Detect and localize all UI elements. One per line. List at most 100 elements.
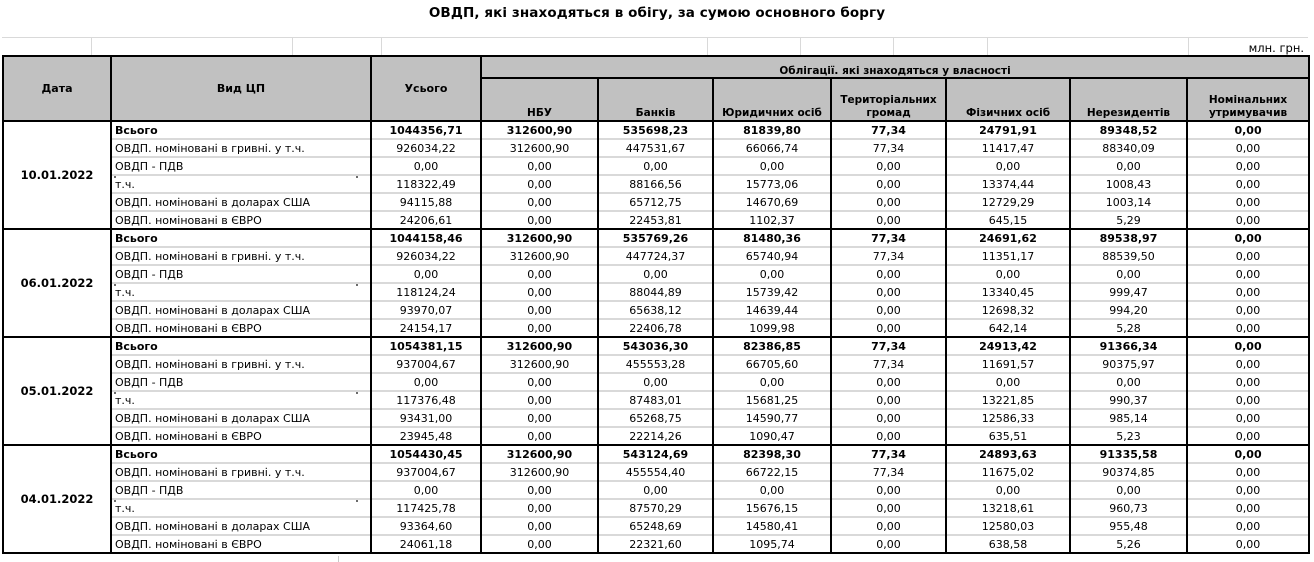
value-cell: 15676,15 [712, 498, 832, 517]
value-cell: 0,00 [1185, 390, 1311, 409]
value-cell: 0,00 [830, 174, 947, 193]
value-cell: 0,00 [830, 534, 947, 553]
table-row: ОВДП - ПДВ 0,00 0,00 0,00 0,00 0,00 0,00 0,00 0,… [3, 480, 1311, 499]
value-cell: 0,00 [830, 408, 947, 427]
value-cell: 0,00 [480, 192, 599, 211]
value-cell: 24206,61 [370, 210, 482, 229]
value-cell: 0,00 [480, 318, 599, 337]
value-cell: 24893,63 [945, 444, 1071, 463]
table-row: т.ч. 118124,24 0,00 88044,89 15739,42 0,00 133… [3, 282, 1311, 301]
value-cell: 0,00 [1185, 372, 1311, 391]
date-cell: 05.01.2022 [2, 336, 112, 445]
value-cell: 0,00 [1069, 264, 1188, 283]
value-cell: 0,00 [830, 156, 947, 175]
value-cell: 87570,29 [597, 498, 714, 517]
page-title: ОВДП, які знаходяться в обігу, за сумою … [428, 5, 886, 21]
value-cell: 0,00 [830, 282, 947, 301]
value-cell: 81480,36 [712, 228, 832, 247]
value-cell: 66066,74 [712, 138, 832, 157]
row-label-cell: Всього [110, 120, 372, 139]
table-row: ОВДП. номіновані в ЄВРО 24154,17 0,00 22406… [3, 318, 1311, 337]
value-cell: 312600,90 [480, 444, 599, 463]
value-cell: 22453,81 [597, 210, 714, 229]
value-cell: 13221,85 [945, 390, 1071, 409]
value-cell: 0,00 [830, 480, 947, 499]
value-cell: 13374,44 [945, 174, 1071, 193]
row-label-cell: ОВДП. номіновані в гривні. у т.ч. [110, 354, 372, 373]
value-cell: 24154,17 [370, 318, 482, 337]
col-header-banks: Банків [597, 77, 714, 122]
value-cell: 82398,30 [712, 444, 832, 463]
value-cell: 0,00 [1185, 192, 1311, 211]
row-label-cell: Всього [110, 336, 372, 355]
value-cell: 1044158,46 [370, 228, 482, 247]
row-label-cell: т.ч. [110, 174, 372, 193]
value-cell: 77,34 [830, 444, 947, 463]
value-cell: 0,00 [480, 516, 599, 535]
value-cell: 535698,23 [597, 120, 714, 139]
value-cell: 88044,89 [597, 282, 714, 301]
date-cell: 06.01.2022 [2, 228, 112, 337]
value-cell: 0,00 [1185, 282, 1311, 301]
value-cell: 455554,40 [597, 462, 714, 481]
value-cell: 22214,26 [597, 426, 714, 445]
value-cell: 5,29 [1069, 210, 1188, 229]
value-cell: 91335,58 [1069, 444, 1188, 463]
value-cell: 0,00 [1069, 372, 1188, 391]
col-header-nonresidents: Нерезидентів [1069, 77, 1188, 122]
value-cell: 90374,85 [1069, 462, 1188, 481]
value-cell: 0,00 [480, 156, 599, 175]
value-cell: 0,00 [712, 156, 832, 175]
value-cell: 0,00 [712, 372, 832, 391]
value-cell: 0,00 [945, 264, 1071, 283]
table-row: т.ч. 117425,78 0,00 87570,29 15676,15 0,00 132… [3, 498, 1311, 517]
col-header-nominal-holders: Номінальних утримувачив [1185, 77, 1311, 122]
value-cell: 117376,48 [370, 390, 482, 409]
value-cell: 13340,45 [945, 282, 1071, 301]
value-cell: 937004,67 [370, 354, 482, 373]
table-row: ОВДП - ПДВ 0,00 0,00 0,00 0,00 0,00 0,00 0,00 0,… [3, 372, 1311, 391]
value-cell: 312600,90 [480, 462, 599, 481]
table-row: 05.01.2022 Всього 1054381,15 312600,90 54303… [2, 336, 1311, 445]
value-cell: 11351,17 [945, 246, 1071, 265]
value-cell: 312600,90 [480, 246, 599, 265]
value-cell: 77,34 [830, 246, 947, 265]
value-cell: 0,00 [370, 156, 482, 175]
value-cell: 0,00 [1185, 336, 1311, 355]
value-cell: 24061,18 [370, 534, 482, 553]
table-row: 06.01.2022 Всього 1044158,46 312600,90 53576… [2, 228, 1311, 337]
row-label-cell: т.ч. [110, 282, 372, 301]
value-cell: 65268,75 [597, 408, 714, 427]
grid-line [800, 38, 801, 56]
value-cell: 0,00 [830, 318, 947, 337]
grid-line [1188, 38, 1189, 56]
row-label-cell: т.ч. [110, 390, 372, 409]
value-cell: 0,00 [712, 264, 832, 283]
table-row: 04.01.2022 Всього 1054430,45 312600,90 54312… [2, 444, 1311, 553]
header-row-sub: НБУ Банків Юридичних осіб Територіальних… [3, 77, 1311, 122]
value-cell: 22321,60 [597, 534, 714, 553]
header-row-top: Дата Вид ЦП Усього Облігації. які знаход… [2, 55, 1311, 122]
value-cell: 88539,50 [1069, 246, 1188, 265]
value-cell: 77,34 [830, 336, 947, 355]
row-label-cell: ОВДП. номіновані в гривні. у т.ч. [110, 246, 372, 265]
date-cell: 10.01.2022 [2, 120, 112, 229]
row-label-cell: ОВДП. номіновані в доларах США [110, 408, 372, 427]
value-cell: 543036,30 [597, 336, 714, 355]
row-label-cell: ОВДП - ПДВ [110, 264, 372, 283]
value-cell: 1044356,71 [370, 120, 482, 139]
value-cell: 0,00 [1185, 300, 1311, 319]
value-cell: 11417,47 [945, 138, 1071, 157]
bonds-table: Дата Вид ЦП Усього Облігації. які знаход… [2, 55, 1311, 554]
value-cell: 0,00 [597, 480, 714, 499]
value-cell: 15739,42 [712, 282, 832, 301]
value-cell: 12586,33 [945, 408, 1071, 427]
value-cell: 5,26 [1069, 534, 1188, 553]
value-cell: 65712,75 [597, 192, 714, 211]
value-cell: 24791,91 [945, 120, 1071, 139]
value-cell: 88340,09 [1069, 138, 1188, 157]
value-cell: 93431,00 [370, 408, 482, 427]
value-cell: 88166,56 [597, 174, 714, 193]
grid-line [381, 38, 382, 56]
value-cell: 93364,60 [370, 516, 482, 535]
